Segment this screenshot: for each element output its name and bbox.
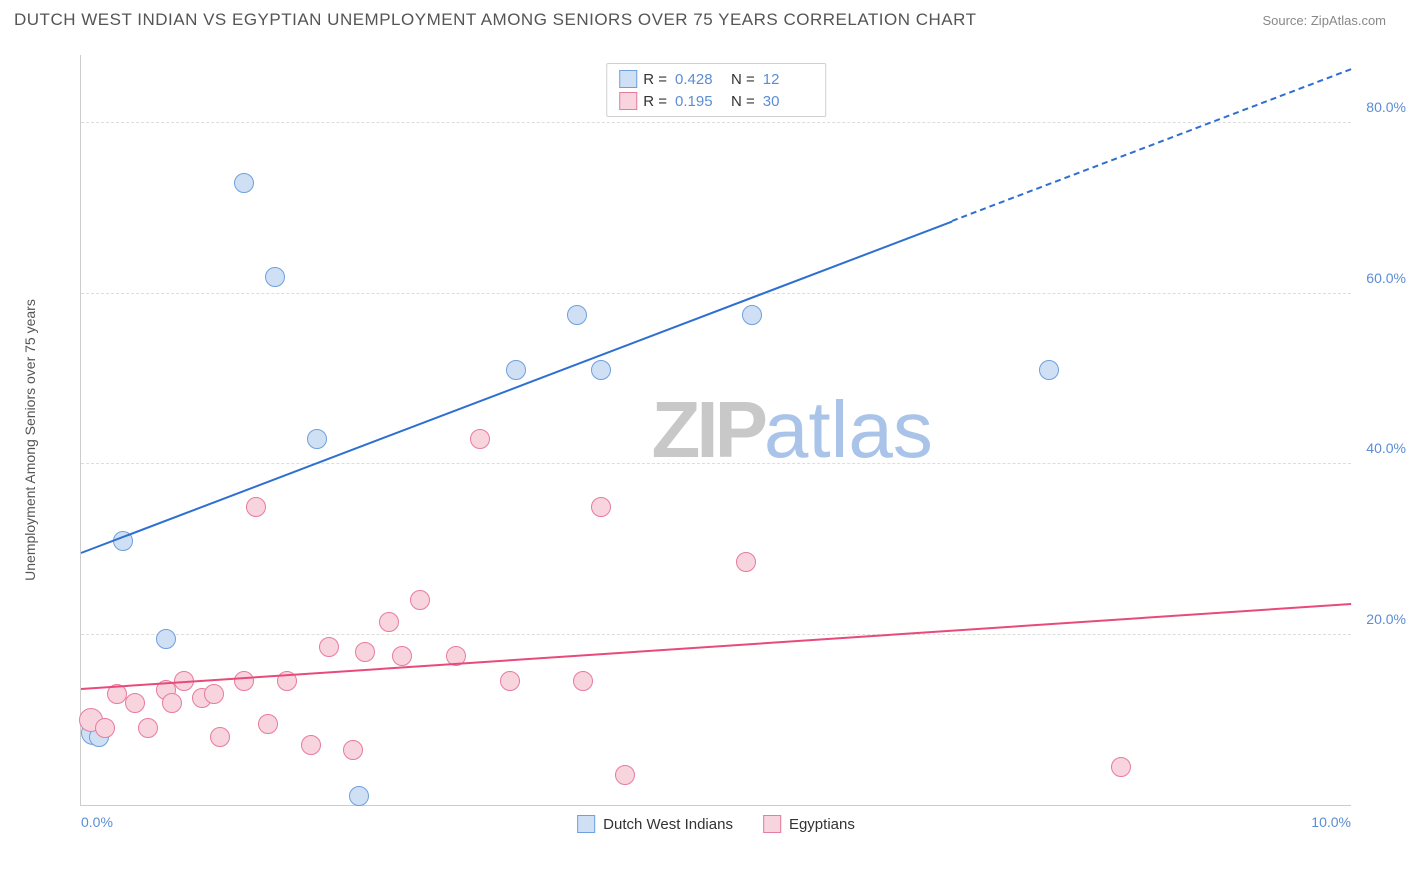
legend-r-label: R = — [643, 93, 667, 110]
y-tick-label: 80.0% — [1366, 99, 1406, 115]
scatter-point — [301, 735, 321, 755]
legend-swatch — [619, 92, 637, 110]
scatter-point — [156, 629, 176, 649]
chart-container: Unemployment Among Seniors over 75 years… — [50, 45, 1390, 835]
scatter-point — [1039, 360, 1059, 380]
scatter-point — [410, 590, 430, 610]
watermark-atlas: atlas — [764, 385, 933, 474]
scatter-point — [246, 497, 266, 517]
scatter-point — [470, 429, 490, 449]
scatter-point — [392, 646, 412, 666]
scatter-point — [506, 360, 526, 380]
scatter-point — [379, 612, 399, 632]
trend-line — [81, 603, 1351, 690]
scatter-point — [125, 693, 145, 713]
chart-source: Source: ZipAtlas.com — [1262, 13, 1386, 28]
scatter-point — [591, 497, 611, 517]
y-tick-label: 40.0% — [1366, 440, 1406, 456]
scatter-point — [319, 637, 339, 657]
gridline — [81, 122, 1351, 123]
legend-n-label: N = — [731, 71, 755, 88]
x-tick-label: 0.0% — [81, 814, 113, 830]
trend-line — [951, 68, 1351, 222]
legend-stats-row: R = 0.428 N = 12 — [619, 68, 813, 90]
legend-r-label: R = — [643, 71, 667, 88]
scatter-point — [234, 671, 254, 691]
scatter-point — [573, 671, 593, 691]
chart-title: DUTCH WEST INDIAN VS EGYPTIAN UNEMPLOYME… — [14, 10, 976, 30]
y-tick-label: 20.0% — [1366, 611, 1406, 627]
chart-header: DUTCH WEST INDIAN VS EGYPTIAN UNEMPLOYME… — [0, 0, 1406, 35]
scatter-point — [265, 267, 285, 287]
scatter-point — [615, 765, 635, 785]
scatter-point — [500, 671, 520, 691]
scatter-point — [307, 429, 327, 449]
scatter-point — [1111, 757, 1131, 777]
legend-r-value: 0.195 — [675, 93, 725, 110]
legend-swatch — [763, 815, 781, 833]
scatter-point — [162, 693, 182, 713]
legend-series-label: Egyptians — [789, 816, 855, 833]
scatter-point — [742, 305, 762, 325]
legend-r-value: 0.428 — [675, 71, 725, 88]
scatter-point — [591, 360, 611, 380]
legend-series: Dutch West Indians Egyptians — [577, 815, 855, 833]
scatter-point — [343, 740, 363, 760]
scatter-point — [138, 718, 158, 738]
legend-series-item: Egyptians — [763, 815, 855, 833]
scatter-point — [567, 305, 587, 325]
x-tick-label: 10.0% — [1311, 814, 1351, 830]
legend-stats: R = 0.428 N = 12 R = 0.195 N = 30 — [606, 63, 826, 117]
watermark-zip: ZIP — [651, 385, 763, 474]
legend-swatch — [577, 815, 595, 833]
trend-line — [81, 220, 953, 553]
y-axis-label: Unemployment Among Seniors over 75 years — [22, 299, 38, 581]
y-tick-label: 60.0% — [1366, 270, 1406, 286]
legend-n-label: N = — [731, 93, 755, 110]
legend-n-value: 30 — [763, 93, 813, 110]
legend-swatch — [619, 70, 637, 88]
scatter-point — [234, 173, 254, 193]
legend-n-value: 12 — [763, 71, 813, 88]
gridline — [81, 634, 1351, 635]
scatter-point — [736, 552, 756, 572]
scatter-point — [204, 684, 224, 704]
gridline — [81, 463, 1351, 464]
scatter-point — [258, 714, 278, 734]
scatter-point — [95, 718, 115, 738]
legend-stats-row: R = 0.195 N = 30 — [619, 90, 813, 112]
legend-series-label: Dutch West Indians — [603, 816, 733, 833]
scatter-point — [355, 642, 375, 662]
gridline — [81, 293, 1351, 294]
scatter-point — [210, 727, 230, 747]
scatter-point — [349, 786, 369, 806]
plot-area: ZIPatlas 20.0%40.0%60.0%80.0%0.0%10.0%R … — [80, 55, 1351, 806]
legend-series-item: Dutch West Indians — [577, 815, 733, 833]
